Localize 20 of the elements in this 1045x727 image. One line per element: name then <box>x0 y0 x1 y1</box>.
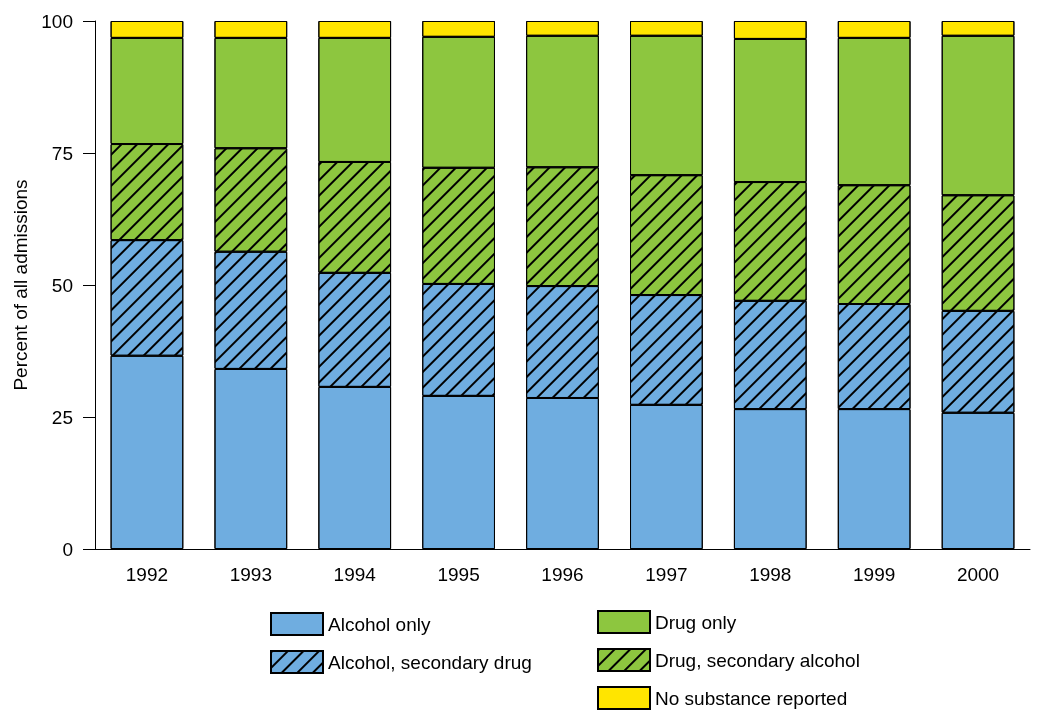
x-tick-label: 1999 <box>853 564 896 585</box>
legend-label: Drug, secondary alcohol <box>655 649 860 671</box>
y-tick-label: 50 <box>51 274 73 296</box>
y-tick-label: 0 <box>62 538 73 560</box>
x-tick-label: 1996 <box>541 564 584 585</box>
legend-label: No substance reported <box>655 687 848 709</box>
x-tick-label: 1993 <box>229 564 272 585</box>
x-tick-label: 1998 <box>749 564 792 585</box>
y-tick-label: 100 <box>41 10 73 32</box>
x-tick-label: 1995 <box>437 564 480 585</box>
y-axis-title: Percent of all admissions <box>10 179 32 391</box>
y-tick-label: 75 <box>51 142 73 164</box>
legend-label: Alcohol, secondary drug <box>328 651 532 673</box>
x-tick-label: 1992 <box>125 564 169 585</box>
x-tick-label: 2000 <box>956 564 1000 585</box>
x-tick-label: 1997 <box>645 564 688 585</box>
legend-label: Alcohol only <box>328 613 431 635</box>
legend-label: Drug only <box>655 611 737 633</box>
y-tick-label: 25 <box>51 406 73 428</box>
x-tick-label: 1994 <box>333 564 377 585</box>
